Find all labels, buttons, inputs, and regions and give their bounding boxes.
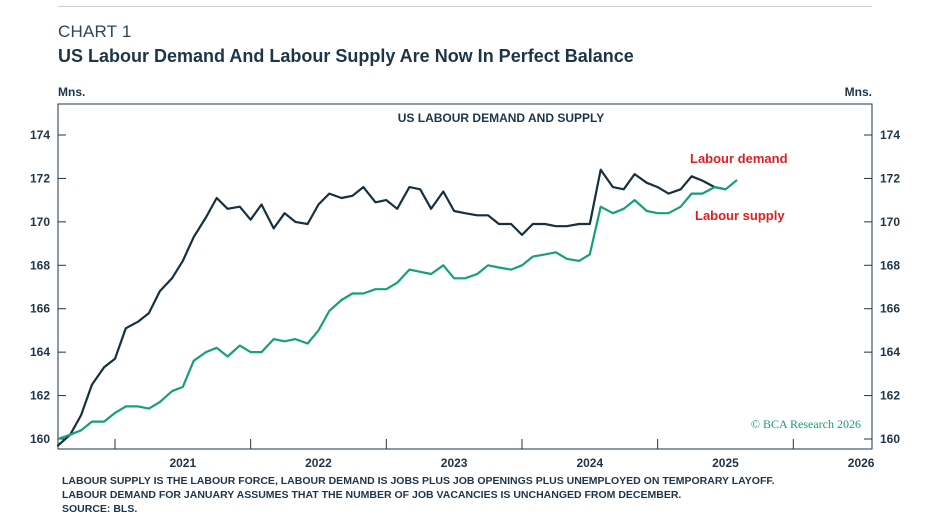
x-tick-label: 2023 [441, 456, 468, 470]
labour-demand-label: Labour demand [690, 151, 788, 166]
chart-title: US Labour Demand And Labour Supply Are N… [58, 46, 634, 66]
footnote-definition: LABOUR SUPPLY IS THE LABOUR FORCE, LABOU… [62, 475, 775, 487]
x-tick-label: 2025 [712, 456, 739, 470]
y-axis-unit-left: Mns. [58, 85, 85, 99]
chart-number: CHART 1 [58, 22, 132, 41]
y-tick-label-left: 164 [30, 345, 50, 359]
x-tick-label: 2022 [305, 456, 332, 470]
x-tick-label: 2026 [848, 456, 875, 470]
y-tick-label-left: 172 [30, 171, 50, 185]
y-tick-label-right: 170 [880, 215, 900, 229]
labour-demand-line [56, 168, 727, 447]
labour-supply-label: Labour supply [695, 208, 785, 223]
y-tick-label-left: 174 [30, 128, 50, 142]
y-tick-label-left: 162 [30, 389, 50, 403]
top-rule [58, 6, 872, 7]
y-tick-label-right: 162 [880, 389, 900, 403]
footnote-source: SOURCE: BLS. [62, 503, 138, 515]
y-tick-label-right: 160 [880, 432, 900, 446]
y-tick-label-left: 160 [30, 432, 50, 446]
chart-inner-title: US LABOUR DEMAND AND SUPPLY [398, 111, 604, 125]
y-tick-label-left: 170 [30, 215, 50, 229]
x-tick-label: 2021 [169, 456, 196, 470]
y-tick-label-right: 174 [880, 128, 900, 142]
labour-supply-line [56, 179, 738, 441]
y-axis-unit-right: Mns. [845, 85, 872, 99]
x-tick-label: 2024 [576, 456, 603, 470]
y-tick-label-right: 164 [880, 345, 900, 359]
y-tick-label-right: 166 [880, 302, 900, 316]
y-tick-label-right: 168 [880, 258, 900, 272]
y-tick-label-left: 168 [30, 258, 50, 272]
bca-research-watermark: © BCA Research 2026 [751, 417, 861, 431]
y-tick-label-right: 172 [880, 171, 900, 185]
footnote-january: LABOUR DEMAND FOR JANUARY ASSUMES THAT T… [62, 489, 682, 501]
plot-frame [57, 103, 873, 450]
y-tick-label-left: 166 [30, 302, 50, 316]
